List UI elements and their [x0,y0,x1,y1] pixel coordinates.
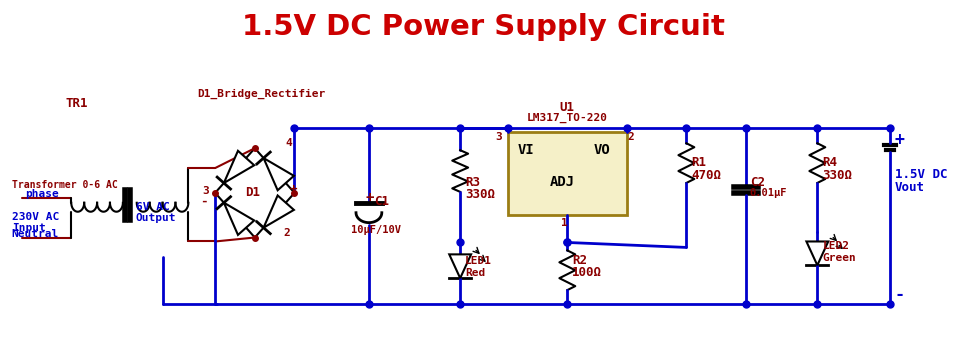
Text: 1.5V DC: 1.5V DC [895,168,948,181]
Text: -: - [895,286,905,304]
Text: VI: VI [517,143,535,157]
Text: 100Ω: 100Ω [572,266,602,279]
Text: 10μF/10V: 10μF/10V [351,225,401,234]
Text: C2: C2 [750,176,765,189]
Text: phase: phase [25,189,59,199]
Text: Red: Red [465,268,485,278]
Text: VO: VO [593,143,610,157]
Text: LED2: LED2 [822,241,849,251]
Text: ADJ: ADJ [549,175,574,189]
Polygon shape [263,158,294,190]
Text: R3: R3 [465,176,481,189]
Text: Transformer 0-6 AC: Transformer 0-6 AC [12,180,118,190]
Text: 230V AC: 230V AC [12,212,59,222]
Text: Neutral: Neutral [12,229,59,239]
Text: LED1: LED1 [465,256,492,266]
Text: Vout: Vout [895,181,924,194]
Text: D1: D1 [245,186,260,199]
Text: 1: 1 [562,218,568,228]
Text: 0.01μF: 0.01μF [750,188,787,198]
Text: C1: C1 [373,195,389,208]
Text: R2: R2 [572,254,588,267]
Text: 1.5V DC Power Supply Circuit: 1.5V DC Power Supply Circuit [241,13,725,41]
Text: R4: R4 [822,156,838,169]
Polygon shape [224,203,254,235]
Text: LM317_TO-220: LM317_TO-220 [527,113,608,123]
Bar [508,132,627,215]
Text: 470Ω: 470Ω [691,169,721,182]
Text: 4: 4 [286,138,292,148]
Text: 6V AC: 6V AC [136,202,170,212]
Polygon shape [450,254,471,278]
Text: 3: 3 [495,132,502,143]
Text: U1: U1 [560,101,575,114]
Text: +: + [895,131,905,150]
Text: Input: Input [12,223,45,233]
Text: 3: 3 [203,186,209,196]
Text: -: - [201,195,207,208]
Polygon shape [807,241,828,265]
Polygon shape [263,196,294,228]
Text: +: + [366,191,374,205]
Text: TR1: TR1 [66,97,88,110]
Text: R1: R1 [691,156,706,169]
Text: +: + [290,183,297,196]
Text: 2: 2 [284,227,290,238]
Text: 330Ω: 330Ω [465,188,495,201]
Text: D1_Bridge_Rectifier: D1_Bridge_Rectifier [197,89,325,99]
Text: 330Ω: 330Ω [822,169,852,182]
Text: 2: 2 [628,132,635,143]
Polygon shape [224,151,254,183]
Text: Output: Output [136,213,177,223]
Text: Green: Green [822,253,856,263]
